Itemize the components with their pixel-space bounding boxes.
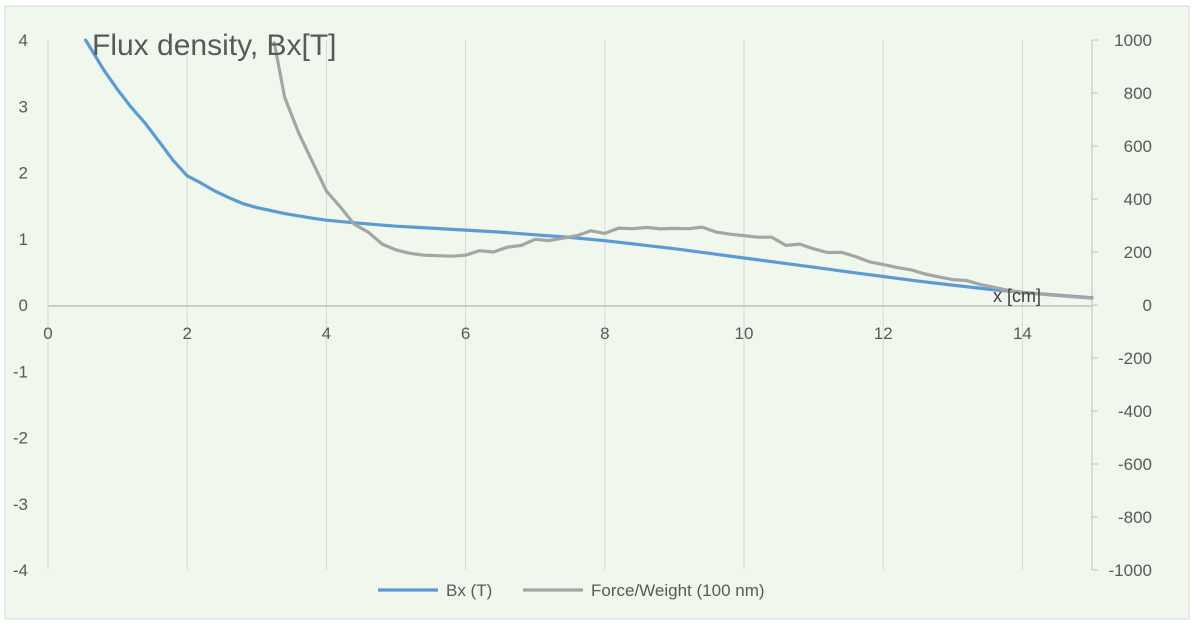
- legend-label: Force/Weight (100 nm): [591, 581, 765, 600]
- series-bx-line: [83, 38, 1094, 300]
- x-tick-label: 0: [43, 324, 52, 343]
- x-tick-label: 14: [1013, 324, 1032, 343]
- y-right-tick-label: -200: [1118, 349, 1152, 368]
- y-left-tick-label: 1: [19, 230, 28, 249]
- x-tick-label: 6: [461, 324, 470, 343]
- gridlines: [186, 40, 1023, 570]
- x-tick-label: 2: [182, 324, 191, 343]
- y-right-tick-label: 400: [1124, 190, 1152, 209]
- y-left-tick-label: 0: [19, 296, 28, 315]
- y-left-tick-label: -3: [13, 495, 28, 514]
- y-right-tick-label: 800: [1124, 84, 1152, 103]
- y-right-tick-label: -800: [1118, 508, 1152, 527]
- x-tick-label: 12: [874, 324, 893, 343]
- y-left-tick-label: -4: [13, 561, 28, 580]
- legend: Bx (T) Force/Weight (100 nm): [378, 581, 765, 600]
- y-right-tick-label: -600: [1118, 455, 1152, 474]
- y-left-tick-label: -2: [13, 429, 28, 448]
- tick-labels: 0 2 4 6 8 10 12 1443210-1-2-3-41000800600400200…: [13, 31, 1152, 580]
- x-tick-label: 4: [322, 324, 331, 343]
- x-tick-label: 10: [735, 324, 754, 343]
- y-right-tick-label: -1000: [1109, 561, 1152, 580]
- y-left-tick-label: 3: [19, 97, 28, 116]
- y-right-tick-label: 600: [1124, 137, 1152, 156]
- chart-title: Flux density, Bx[T]: [92, 29, 337, 62]
- y-left-tick-label: -1: [13, 362, 28, 381]
- y-left-tick-label: 2: [19, 164, 28, 183]
- y-right-tick-label: -400: [1118, 402, 1152, 421]
- legend-label: Bx (T): [446, 581, 492, 600]
- y-left-tick-label: 4: [19, 31, 28, 50]
- x-axis-title: x [cm]: [993, 286, 1041, 306]
- y-right-tick-label: 0: [1143, 296, 1152, 315]
- series-lines: [83, 38, 1094, 300]
- x-tick-label: 8: [600, 324, 609, 343]
- y-right-tick-label: 200: [1124, 243, 1152, 262]
- y-right-tick-label: 1000: [1114, 31, 1152, 50]
- series-force-weight-line: [272, 40, 1094, 300]
- chart-area-background: [4, 5, 1190, 620]
